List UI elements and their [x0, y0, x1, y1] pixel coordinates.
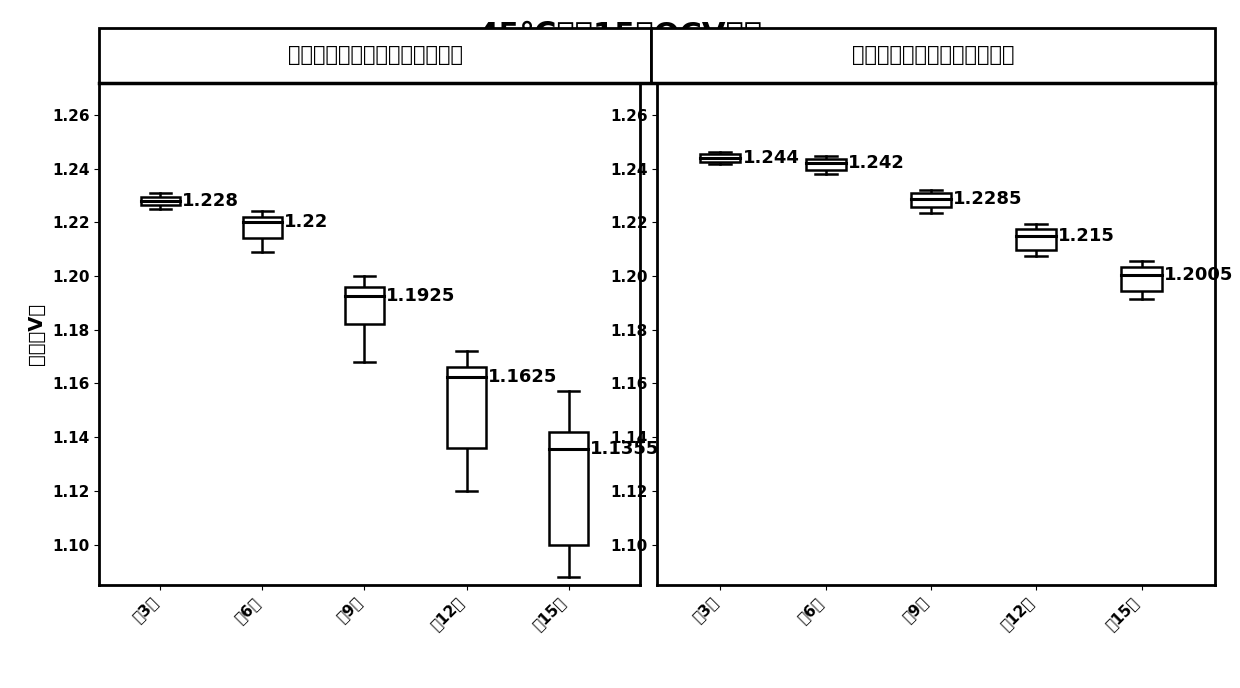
Text: 1.22: 1.22: [284, 213, 329, 231]
Text: 本发明的化成方法制作的电池: 本发明的化成方法制作的电池: [852, 45, 1014, 65]
Text: 现用常规的化成方法制作的电池: 现用常规的化成方法制作的电池: [288, 45, 463, 65]
Bar: [549, 431, 588, 544]
Bar: [141, 197, 180, 205]
Bar: [345, 287, 384, 324]
Text: 45℃搞置15天OCV对比: 45℃搞置15天OCV对比: [477, 21, 763, 50]
Bar: [243, 217, 281, 238]
Y-axis label: 电压（V）: 电压（V）: [27, 303, 46, 365]
Text: 本发明的化成方法制作的电池: 本发明的化成方法制作的电池: [852, 52, 1014, 72]
Bar: [448, 367, 486, 448]
Bar: [1121, 266, 1162, 291]
Text: 1.242: 1.242: [848, 154, 905, 172]
Bar: [701, 153, 740, 162]
Text: 1.2005: 1.2005: [1163, 266, 1233, 283]
Text: 1.244: 1.244: [743, 149, 800, 166]
Text: 1.2285: 1.2285: [954, 191, 1023, 208]
Text: 1.1355: 1.1355: [590, 440, 660, 458]
Text: 1.1925: 1.1925: [386, 287, 455, 305]
Text: 1.215: 1.215: [1058, 226, 1115, 245]
Text: 现用常规的化成方法制作的电池: 现用常规的化成方法制作的电池: [288, 52, 463, 72]
Text: 1.228: 1.228: [182, 192, 239, 210]
Bar: [1017, 229, 1056, 250]
Bar: [911, 193, 951, 208]
Bar: [806, 159, 846, 170]
Text: 1.1625: 1.1625: [487, 367, 557, 386]
